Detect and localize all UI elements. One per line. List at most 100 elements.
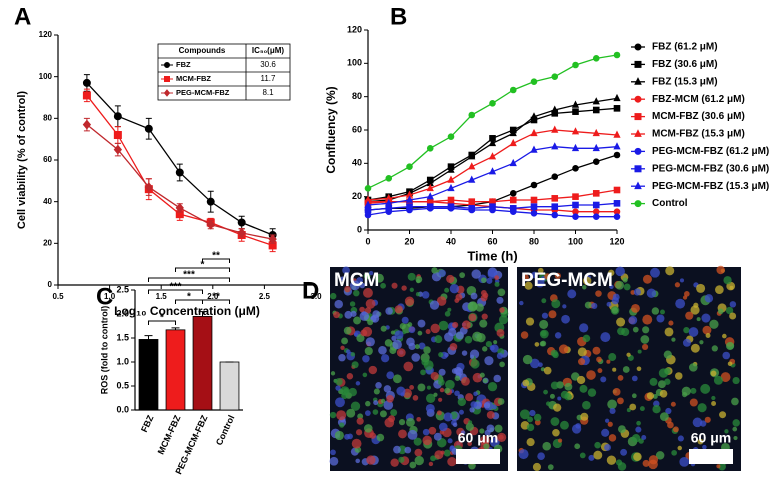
cell — [353, 289, 360, 297]
cell — [498, 315, 509, 325]
cell — [609, 407, 616, 415]
cell — [482, 378, 488, 384]
cell — [725, 306, 734, 315]
cell — [446, 274, 455, 284]
cell — [384, 417, 395, 428]
cell — [679, 278, 685, 283]
cell — [667, 421, 674, 429]
x-tick-label: 60 — [487, 236, 497, 246]
cell — [631, 434, 641, 443]
cell — [467, 441, 473, 447]
cell — [383, 385, 392, 393]
cell — [336, 410, 347, 421]
y-tick-label: 120 — [39, 30, 53, 39]
cell — [496, 352, 504, 360]
cell — [631, 393, 637, 399]
legend-label: MCM-FBZ (15.3 μM) — [652, 129, 745, 140]
image-label: MCM — [334, 270, 379, 291]
cell — [469, 407, 475, 413]
cell — [394, 330, 404, 340]
cell — [577, 347, 587, 357]
cell — [455, 331, 464, 340]
cell — [444, 311, 451, 317]
cell — [422, 428, 430, 436]
marker — [530, 181, 538, 189]
cell — [401, 285, 407, 291]
cell — [582, 285, 587, 290]
cell — [452, 321, 459, 329]
y-tick-label: 1.0 — [116, 356, 129, 366]
cell — [497, 288, 506, 297]
cell — [527, 416, 534, 423]
cell — [468, 420, 473, 425]
y-tick-label: 60 — [43, 155, 52, 164]
cell — [725, 341, 735, 351]
cell — [403, 361, 414, 372]
cell — [433, 392, 438, 397]
cell — [711, 345, 718, 352]
cell — [461, 350, 468, 356]
cell — [671, 449, 677, 456]
cell — [428, 426, 437, 435]
cell — [470, 359, 480, 369]
cell — [582, 400, 591, 410]
legend-label: FBZ (30.6 μM) — [652, 59, 718, 70]
cell — [631, 375, 638, 382]
cell — [711, 401, 717, 406]
cell — [438, 368, 446, 376]
y-tick-label: 2.5 — [116, 284, 129, 294]
cell — [684, 291, 690, 297]
cell — [692, 417, 703, 428]
marker — [509, 190, 517, 197]
cell — [380, 282, 386, 289]
cell — [677, 445, 682, 451]
marker — [530, 145, 538, 153]
cell — [648, 459, 658, 470]
marker — [613, 142, 621, 150]
legend-label: MCM-FBZ (30.6 μM) — [652, 111, 745, 122]
cell — [449, 342, 458, 351]
cell — [701, 313, 711, 323]
cell — [359, 311, 370, 321]
cell — [406, 417, 415, 427]
marker — [634, 43, 642, 51]
y-tick-label: 40 — [352, 158, 362, 168]
cell — [413, 437, 422, 446]
cell — [366, 455, 376, 465]
significance-bracket — [148, 320, 176, 325]
significance-bracket — [202, 258, 230, 263]
cell — [348, 387, 357, 397]
cell — [586, 370, 596, 380]
marker — [613, 105, 621, 112]
marker — [164, 76, 170, 82]
cell — [631, 303, 640, 313]
cell — [637, 349, 642, 354]
cell — [365, 337, 375, 347]
marker — [406, 163, 413, 170]
cell — [709, 319, 719, 329]
marker — [592, 128, 600, 137]
cell — [482, 346, 488, 352]
cell — [668, 320, 674, 326]
marker — [447, 183, 455, 192]
cell — [611, 307, 619, 314]
cell — [550, 349, 558, 357]
marker — [364, 185, 372, 192]
cell — [574, 443, 581, 450]
cell — [343, 326, 352, 335]
cell — [438, 352, 444, 358]
cell — [608, 269, 615, 276]
cell — [425, 393, 436, 403]
cell — [615, 280, 624, 290]
marker — [468, 205, 476, 212]
marker — [447, 196, 455, 204]
marker — [113, 112, 122, 121]
cell — [722, 333, 727, 339]
cell — [531, 271, 538, 279]
y-tick-label: 0.0 — [116, 404, 129, 414]
cell — [364, 346, 373, 356]
cell — [421, 291, 430, 299]
marker — [447, 203, 455, 210]
cell — [355, 458, 361, 464]
cell — [538, 362, 543, 368]
